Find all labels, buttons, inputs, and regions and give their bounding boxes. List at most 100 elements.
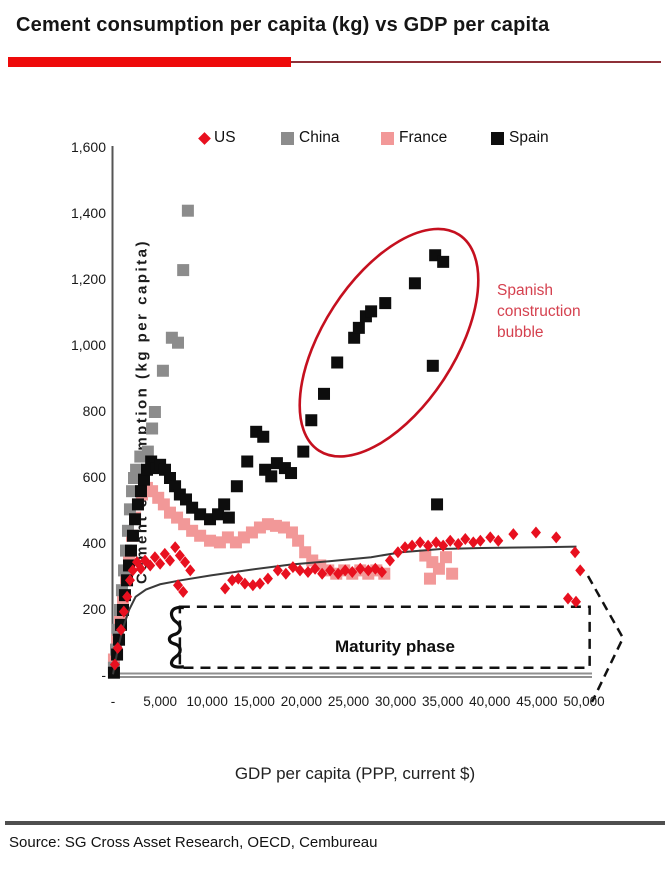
us-data-point (570, 595, 581, 608)
x-tick-label: 45,000 (516, 694, 558, 709)
us-data-point (233, 572, 244, 585)
us-data-point (185, 564, 196, 577)
us-data-point (340, 564, 351, 577)
us-data-point (468, 536, 479, 549)
spain-data-point (113, 633, 126, 646)
legend-item-spain: Spain (491, 128, 549, 148)
legend-item-us: US (198, 128, 236, 148)
y-tick-label: 800 (82, 403, 106, 419)
x-tick-label: 10,000 (186, 694, 228, 709)
y-tick-label: 1,400 (70, 205, 106, 221)
legend-label: China (299, 129, 340, 146)
spanish-bubble-annotation: Spanish construction bubble (497, 282, 581, 341)
spain-data-point (265, 470, 278, 483)
title-underline-bar (8, 57, 291, 67)
spain-data-point (212, 508, 225, 521)
us-data-point (347, 566, 358, 579)
us-data-point (239, 577, 250, 590)
maturity-phase-box (178, 605, 591, 670)
us-data-point (355, 562, 366, 575)
us-data-point (551, 531, 562, 544)
spain-data-point (131, 498, 144, 511)
france-legend-marker-icon (381, 131, 394, 145)
spain-data-point (134, 485, 147, 498)
us-data-point (149, 551, 160, 564)
us-data-point (415, 536, 426, 549)
france-data-point (432, 562, 445, 575)
france-data-point (446, 567, 459, 580)
y-tick-label: 1,600 (70, 139, 106, 155)
us-data-point (363, 564, 374, 577)
china-data-point (156, 364, 169, 377)
spain-data-point (137, 473, 150, 486)
china-data-point (177, 264, 190, 277)
maturity-phase-label: Maturity phase (335, 637, 455, 656)
us-data-point (155, 557, 166, 570)
us-data-point (423, 539, 434, 552)
us-data-point (174, 549, 185, 562)
us-data-point (460, 533, 471, 546)
spain-data-point (431, 498, 444, 511)
us-data-point (280, 567, 291, 580)
us-data-point (310, 562, 321, 575)
spain-data-point (365, 305, 378, 318)
china-data-point (141, 445, 154, 458)
us-data-point (575, 564, 586, 577)
us-data-point (485, 531, 496, 544)
us-data-point (325, 564, 336, 577)
page-title: Cement consumption per capita (kg) vs GD… (16, 14, 550, 36)
y-tick-label: 600 (82, 469, 106, 485)
maturity-curve-line (112, 545, 577, 675)
spain-data-point (297, 445, 310, 458)
us-data-point (159, 547, 170, 560)
us-data-point (164, 554, 175, 567)
spain-data-point (426, 359, 439, 372)
us-data-point (530, 526, 541, 539)
us-data-point (445, 534, 456, 547)
us-data-point (384, 554, 395, 567)
us-data-point (122, 590, 133, 603)
brace-squiggle (167, 605, 185, 669)
us-data-point (220, 582, 231, 595)
spain-data-point (318, 387, 331, 400)
us-data-point (247, 579, 258, 592)
x-axis-title: GDP per capita (PPP, current $) (234, 764, 476, 783)
spain-data-point (241, 455, 254, 468)
legend-label: France (399, 129, 448, 146)
us-data-point (272, 564, 283, 577)
us-data-point (127, 564, 138, 577)
x-tick-label: 15,000 (233, 694, 275, 709)
us-data-point (508, 528, 519, 541)
us-data-point (170, 541, 181, 554)
bubble-ellipse (298, 227, 480, 458)
china-data-point (171, 336, 184, 349)
dashed-arrow-head (586, 575, 625, 703)
us-data-point (254, 577, 265, 590)
china-data-point (181, 204, 194, 217)
spain-data-point (408, 277, 421, 290)
y-tick-label: 400 (82, 535, 106, 551)
x-tick-label: 50,000 (563, 694, 605, 709)
spain-legend-marker-icon (491, 131, 504, 145)
spain-data-point (379, 297, 392, 310)
us-data-point (180, 556, 191, 569)
x-tick-label: - (110, 694, 116, 709)
france-data-point (194, 529, 207, 542)
spain-data-point (257, 430, 270, 443)
legend-item-france: France (381, 128, 447, 148)
us-data-point (392, 546, 403, 559)
china-data-point (123, 503, 136, 516)
legend-label: US (214, 129, 236, 146)
spain-data-point (230, 480, 243, 493)
us-data-point (438, 539, 449, 552)
us-data-point (493, 534, 504, 547)
france-data-point (423, 572, 436, 585)
china-legend-marker-icon (281, 131, 294, 145)
us-data-point (135, 562, 146, 575)
france-data-point (171, 511, 184, 524)
spain-data-point (126, 529, 139, 542)
us-data-point (317, 567, 328, 580)
x-tick-label: 35,000 (422, 694, 464, 709)
legend-item-china: China (281, 128, 340, 148)
us-data-point (112, 641, 123, 654)
